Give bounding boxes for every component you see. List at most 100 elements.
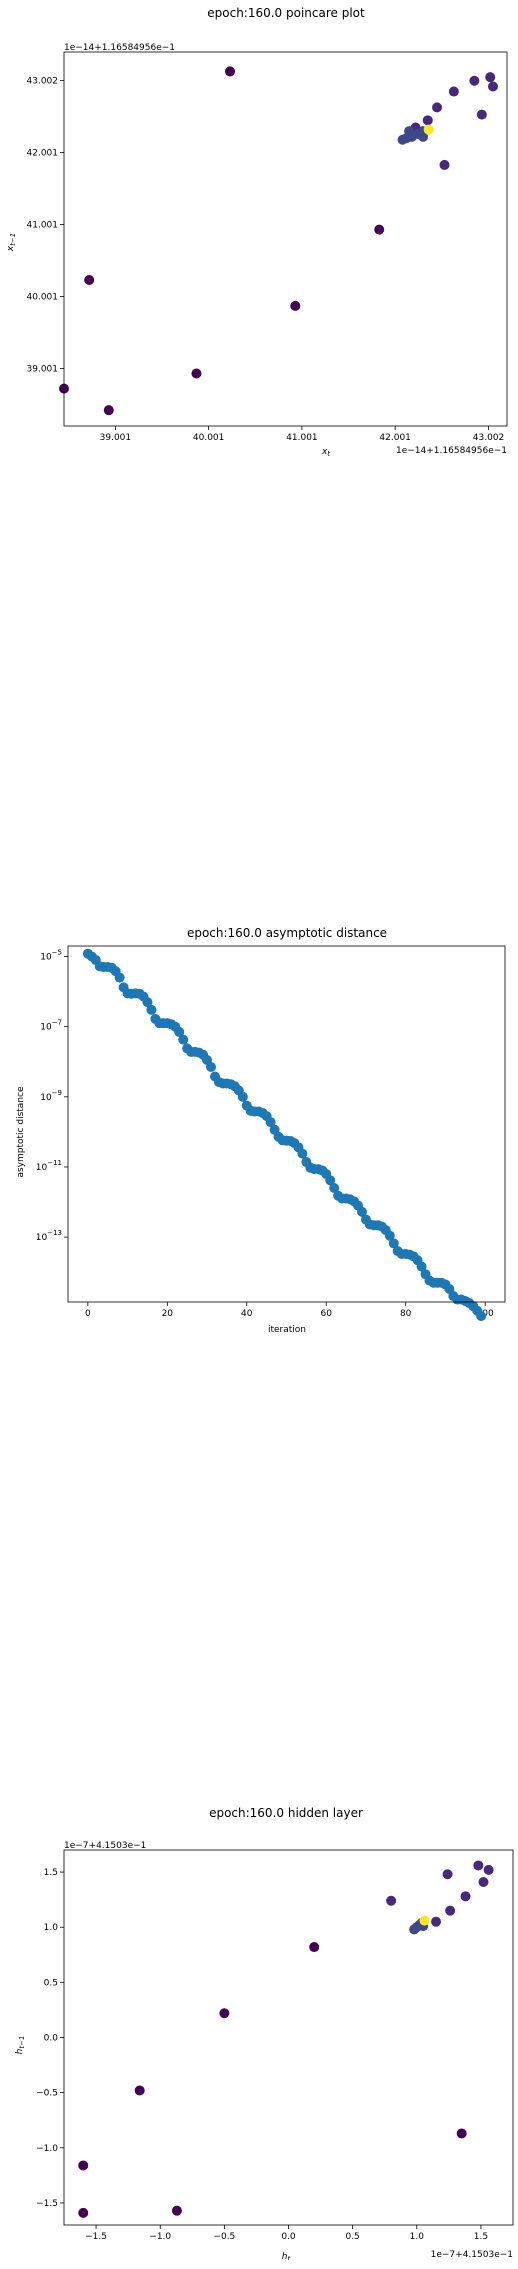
scatter-point <box>476 1311 487 1322</box>
scatter-point <box>483 1864 494 1875</box>
x-tick-label: −1.5 <box>85 2232 107 2242</box>
scatter-point <box>432 102 443 113</box>
y-tick-label: 10−11 <box>36 1159 62 1173</box>
y-tick-label: 43.002 <box>27 77 59 87</box>
scatter-point <box>419 1915 430 1926</box>
scatter-point <box>442 1869 453 1880</box>
scatter-point <box>178 1034 189 1045</box>
scatter-point <box>114 972 125 983</box>
scatter-point <box>416 1261 427 1272</box>
scatter-point <box>142 997 153 1008</box>
scatter-point <box>388 1238 399 1249</box>
y-axis-label: xt−1 <box>6 233 17 252</box>
scatter-point <box>488 81 499 92</box>
x-offset-label: 1e−7+4.1503e−1 <box>431 2250 513 2260</box>
x-axis-label: iteration <box>268 1325 306 1335</box>
x-tick-label: 43.002 <box>473 433 505 443</box>
scatter-point <box>174 1026 185 1037</box>
scatter-point <box>103 405 114 416</box>
scatter-point <box>478 1876 489 1887</box>
poincare-plot-chart: epoch:160.0 poincare plot 1e−14+1.165849… <box>6 6 508 458</box>
chart-title: epoch:160.0 poincare plot <box>207 6 365 20</box>
x-tick-label: −1.0 <box>149 2232 171 2242</box>
scatter-point <box>431 1916 442 1927</box>
y-tick-label: 1.0 <box>44 1923 59 1933</box>
scatter-point <box>460 1891 471 1902</box>
scatter-point <box>297 1148 308 1159</box>
scatter-point <box>78 2207 89 2218</box>
y-tick-label: −0.5 <box>36 2089 58 2099</box>
y-axis-label: asymptotic distance <box>16 1086 26 1177</box>
scatter-point <box>84 274 95 285</box>
scatter-point <box>356 1206 367 1217</box>
x-tick-label: −0.5 <box>213 2232 235 2242</box>
x-tick-label: 0.5 <box>345 2232 359 2242</box>
x-tick-label: 0 <box>85 1309 91 1319</box>
scatter-point <box>456 2128 467 2139</box>
scatter-point <box>374 224 385 235</box>
scatter-point <box>422 115 433 126</box>
scatter-point <box>469 75 480 86</box>
hidden-layer-chart: epoch:160.0 hidden layer 1e−7+4.1503e−1 … <box>15 1806 514 2260</box>
scatter-point <box>146 1004 157 1015</box>
y-tick-label: 1.5 <box>44 1868 58 1878</box>
scatter-point <box>445 1905 456 1916</box>
scatter-point <box>134 2085 145 2096</box>
x-tick-label: 39.001 <box>100 433 132 443</box>
x-tick-label: 80 <box>400 1309 412 1319</box>
y-tick-label: 10−7 <box>40 1019 62 1033</box>
chart-title: epoch:160.0 asymptotic distance <box>187 926 387 940</box>
asymptotic-distance-chart: epoch:160.0 asymptotic distance iteratio… <box>16 926 506 1335</box>
scatter-point <box>473 1860 484 1871</box>
y-offset-label: 1e−7+4.1503e−1 <box>64 1841 146 1851</box>
x-tick-label: 1.0 <box>410 2232 425 2242</box>
x-tick-label: 40.001 <box>193 433 225 443</box>
y-tick-label: −1.5 <box>36 2199 58 2209</box>
x-tick-label: 40 <box>241 1309 253 1319</box>
y-offset-label: 1e−14+1.16584956e−1 <box>64 43 175 53</box>
y-tick-label: 10−13 <box>36 1229 62 1243</box>
x-axis-label: ht <box>282 2252 291 2260</box>
scatter-point <box>265 1117 276 1128</box>
scatter-point <box>237 1091 248 1102</box>
scatter-point <box>78 2160 89 2171</box>
y-tick-label: 40.001 <box>27 292 59 302</box>
scatter-point <box>476 109 487 120</box>
y-tick-label: 42.001 <box>27 149 59 159</box>
scatter-point <box>219 2008 230 2019</box>
scatter-point <box>325 1175 336 1186</box>
scatter-point <box>329 1183 340 1194</box>
x-axis-label: xt <box>321 447 330 458</box>
y-tick-label: 10−5 <box>40 949 62 963</box>
scatter-point <box>309 1942 320 1953</box>
x-offset-label: 1e−14+1.16584956e−1 <box>396 446 507 456</box>
x-tick-label: 60 <box>321 1309 333 1319</box>
x-tick-label: 41.001 <box>286 433 318 443</box>
y-tick-label: 41.001 <box>27 221 59 231</box>
chart-title: epoch:160.0 hidden layer <box>209 1806 363 1820</box>
y-axis-label: ht−1 <box>15 2036 26 2055</box>
y-tick-label: 0.0 <box>44 2034 59 2044</box>
scatter-point <box>191 368 202 379</box>
scatter-point <box>171 2205 182 2216</box>
scatter-point <box>206 1062 217 1073</box>
x-tick-label: 42.001 <box>379 433 411 443</box>
scatter-point <box>485 72 496 83</box>
scatter-point <box>290 300 301 311</box>
y-tick-label: 10−9 <box>40 1089 62 1103</box>
plot-frame <box>63 51 508 427</box>
x-tick-label: 20 <box>162 1309 174 1319</box>
plot-frame <box>63 1849 514 2226</box>
scatter-point <box>386 1895 397 1906</box>
scatter-point <box>423 124 434 135</box>
scatter-point <box>225 66 236 77</box>
plot-frame <box>67 945 506 1303</box>
x-tick-label: 0.0 <box>281 2232 296 2242</box>
scatter-point <box>439 159 450 170</box>
scatter-point <box>448 86 459 97</box>
x-tick-label: 1.5 <box>474 2232 488 2242</box>
y-tick-label: 0.5 <box>44 1978 58 1988</box>
y-tick-label: −1.0 <box>36 2144 58 2154</box>
y-tick-label: 39.001 <box>27 364 59 374</box>
scatter-point <box>384 1230 395 1241</box>
